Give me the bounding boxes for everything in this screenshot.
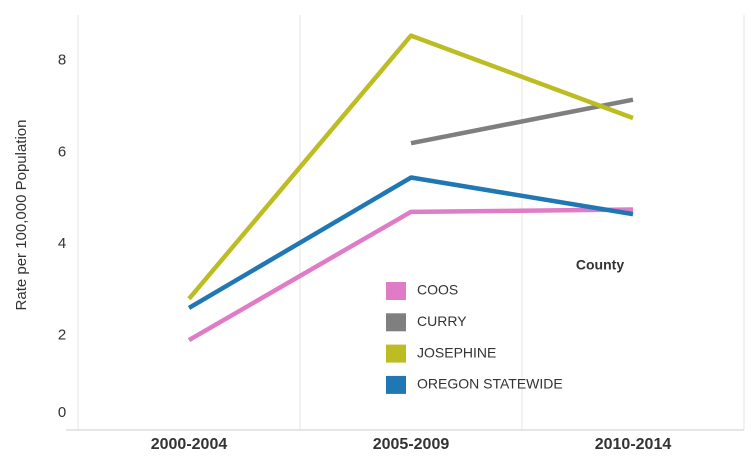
y-tick-label: 6	[58, 143, 66, 160]
y-tick-label: 0	[58, 404, 66, 421]
series-line	[187, 33, 634, 301]
series-line	[187, 175, 634, 310]
y-tick-label: 2	[58, 326, 66, 343]
x-tick-label: 2010-2014	[595, 436, 672, 453]
legend-label: OREGON STATEWIDE	[417, 376, 563, 392]
legend-label: CURRY	[417, 313, 467, 329]
legend-label: COOS	[417, 282, 458, 298]
series-line	[187, 207, 634, 342]
legend-swatch	[386, 375, 406, 394]
legend-swatch	[386, 282, 406, 300]
x-tick-label: 2005-2009	[373, 436, 450, 453]
legend-label: JOSEPHINE	[417, 344, 496, 360]
series-line	[410, 97, 634, 146]
legend-swatch	[386, 313, 406, 332]
y-axis-label: Rate per 100,000 Population	[13, 120, 30, 311]
y-tick-label: 8	[58, 52, 66, 69]
x-tick-label: 2000-2004	[151, 436, 228, 453]
legend-swatch	[386, 344, 406, 363]
legend-title: County	[576, 257, 624, 273]
y-tick-label: 4	[58, 235, 66, 252]
